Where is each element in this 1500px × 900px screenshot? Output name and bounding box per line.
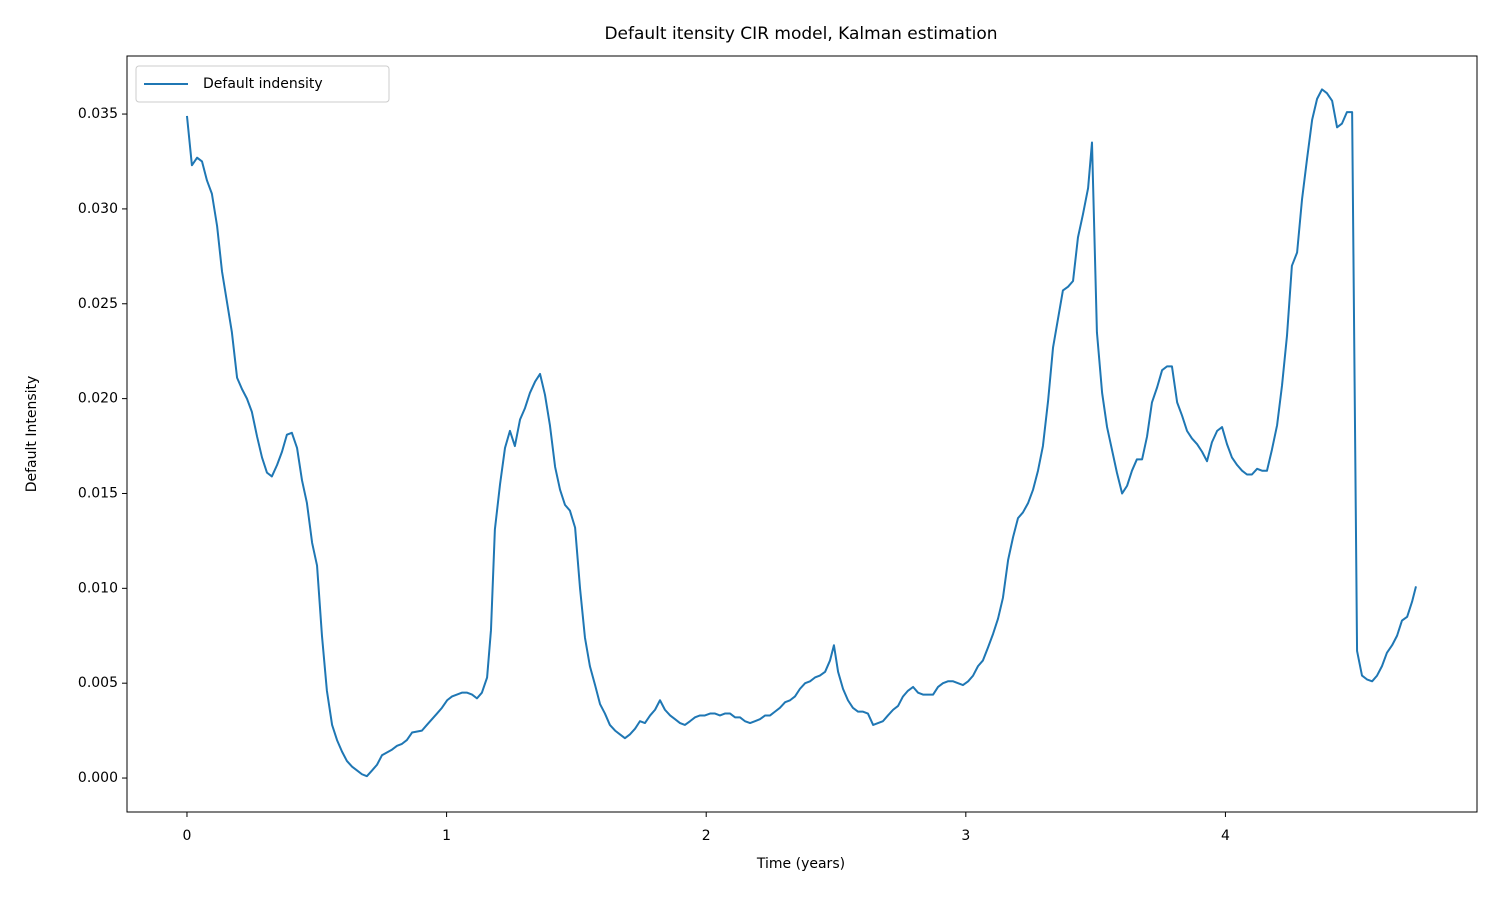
x-tick-label: 4 [1221,828,1230,844]
legend-label: Default indensity [203,76,323,92]
legend-box [135,65,390,103]
y-tick-label: 0.025 [78,296,118,312]
chart-title: Default itensity CIR model, Kalman estim… [604,24,997,44]
y-tick-label: 0.005 [78,675,118,691]
y-tick-label: 0.015 [78,485,118,501]
x-tick-label: 0 [183,828,192,844]
y-tick-label: 0.000 [78,770,118,786]
x-tick-label: 2 [702,828,711,844]
y-tick-label: 0.035 [78,106,118,122]
x-tick-label: 3 [961,828,970,844]
y-axis-label: Default Intensity [24,376,40,493]
y-tick-label: 0.020 [78,391,118,407]
plot-frame [126,55,1478,813]
y-tick-label: 0.010 [78,580,118,596]
y-tick-label: 0.030 [78,201,118,217]
data-line [185,88,1417,778]
x-axis-label: Time (years) [756,856,845,872]
x-tick-label: 1 [442,828,451,844]
